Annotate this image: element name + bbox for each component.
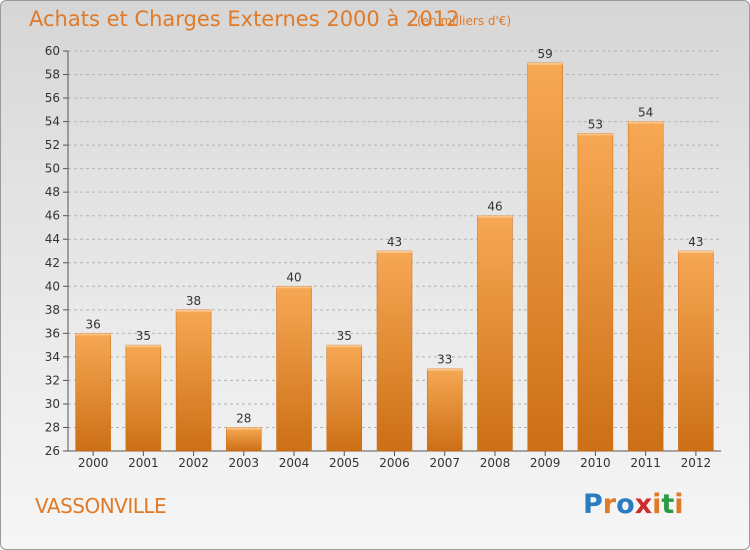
chart-title: Achats et Charges Externes 2000 à 2012: [29, 7, 460, 31]
y-tick-label: 28: [45, 420, 60, 434]
bar-2005: [326, 344, 363, 452]
logo-letter: P: [583, 489, 603, 520]
y-tick-label: 36: [45, 326, 60, 340]
x-tick-label: 2012: [681, 456, 712, 470]
y-tick-label: 34: [45, 350, 60, 364]
x-tick-label: 2002: [178, 456, 209, 470]
x-tick-label: 2001: [128, 456, 159, 470]
logo-letter: r: [602, 489, 617, 520]
bar-highlight: [75, 333, 111, 336]
y-tick-label: 42: [45, 256, 60, 270]
bar-2010: [577, 133, 614, 452]
bar-highlight: [678, 251, 714, 253]
x-tick-label: 2006: [379, 456, 410, 470]
bar-2012: [678, 250, 714, 452]
y-tick-label: 56: [45, 91, 60, 105]
bars: [75, 62, 714, 452]
bar-highlight: [176, 309, 212, 312]
data-label: 40: [286, 270, 301, 284]
proxiti-logo: Proxiti: [583, 489, 684, 520]
bar-highlight: [427, 368, 463, 371]
data-label: 46: [487, 200, 502, 214]
x-tick-label: 2010: [580, 456, 611, 470]
bar-2001: [125, 344, 162, 452]
bar-2002: [175, 309, 212, 452]
y-tick-label: 46: [45, 209, 60, 223]
x-tick-label: 2011: [630, 456, 661, 470]
bar-highlight: [326, 345, 362, 348]
y-tick-label: 60: [45, 44, 60, 58]
commune-name: VASSONVILLE: [35, 494, 167, 518]
data-label: 54: [638, 106, 653, 120]
data-label: 43: [387, 235, 402, 249]
bar-2011: [627, 121, 664, 452]
y-tick-label: 48: [45, 185, 60, 199]
y-tick-label: 40: [45, 279, 60, 293]
logo-letter: x: [634, 489, 653, 520]
data-label: 53: [588, 117, 603, 131]
logo-letter: i: [674, 489, 684, 520]
bar-2000: [75, 333, 111, 452]
y-tick-label: 44: [45, 232, 60, 246]
data-label: 38: [186, 294, 201, 308]
x-tick-label: 2007: [429, 456, 460, 470]
bar-2003: [226, 427, 262, 452]
y-tick-label: 54: [45, 115, 60, 129]
logo-letter: o: [616, 489, 635, 520]
bar-highlight: [377, 251, 412, 253]
logo-letter: i: [652, 489, 662, 520]
labels: 2000 36 2001 35 2002 38 2003 28 2004 40 2005 35 2006…: [78, 47, 711, 470]
y-tick-label: 26: [45, 444, 60, 458]
bar-highlight: [577, 133, 613, 136]
bar-2004: [276, 286, 312, 452]
x-tick-label: 2003: [229, 456, 260, 470]
x-tick-label: 2005: [329, 456, 360, 470]
logo-letter: t: [661, 489, 675, 520]
y-tick-label: 50: [45, 162, 60, 176]
y-tick-label: 30: [45, 397, 60, 411]
data-label: 35: [136, 329, 151, 343]
bar-highlight: [226, 427, 262, 430]
y-tick-label: 58: [45, 68, 60, 82]
bar-highlight: [527, 62, 563, 65]
data-label: 35: [337, 329, 352, 343]
x-tick-label: 2000: [78, 456, 109, 470]
bar-2009: [527, 62, 563, 452]
bar-2006: [376, 250, 413, 452]
bar-2008: [477, 215, 513, 452]
x-tick-label: 2008: [480, 456, 511, 470]
y-tick-label: 38: [45, 303, 60, 317]
y-tick-label: 32: [45, 373, 60, 387]
x-tick-label: 2004: [279, 456, 310, 470]
data-label: 59: [538, 47, 553, 61]
data-label: 43: [688, 235, 703, 249]
data-label: 36: [85, 317, 100, 331]
bar-highlight: [628, 121, 664, 124]
bar-highlight: [477, 215, 513, 218]
bar-highlight: [125, 345, 161, 348]
bar-2007: [426, 368, 463, 452]
bar-highlight: [276, 286, 312, 289]
y-tick-label: 52: [45, 138, 60, 152]
data-label: 28: [236, 411, 251, 425]
chart-unit: (en milliers d'€): [417, 14, 512, 28]
data-label: 33: [437, 353, 452, 367]
x-tick-label: 2009: [530, 456, 561, 470]
